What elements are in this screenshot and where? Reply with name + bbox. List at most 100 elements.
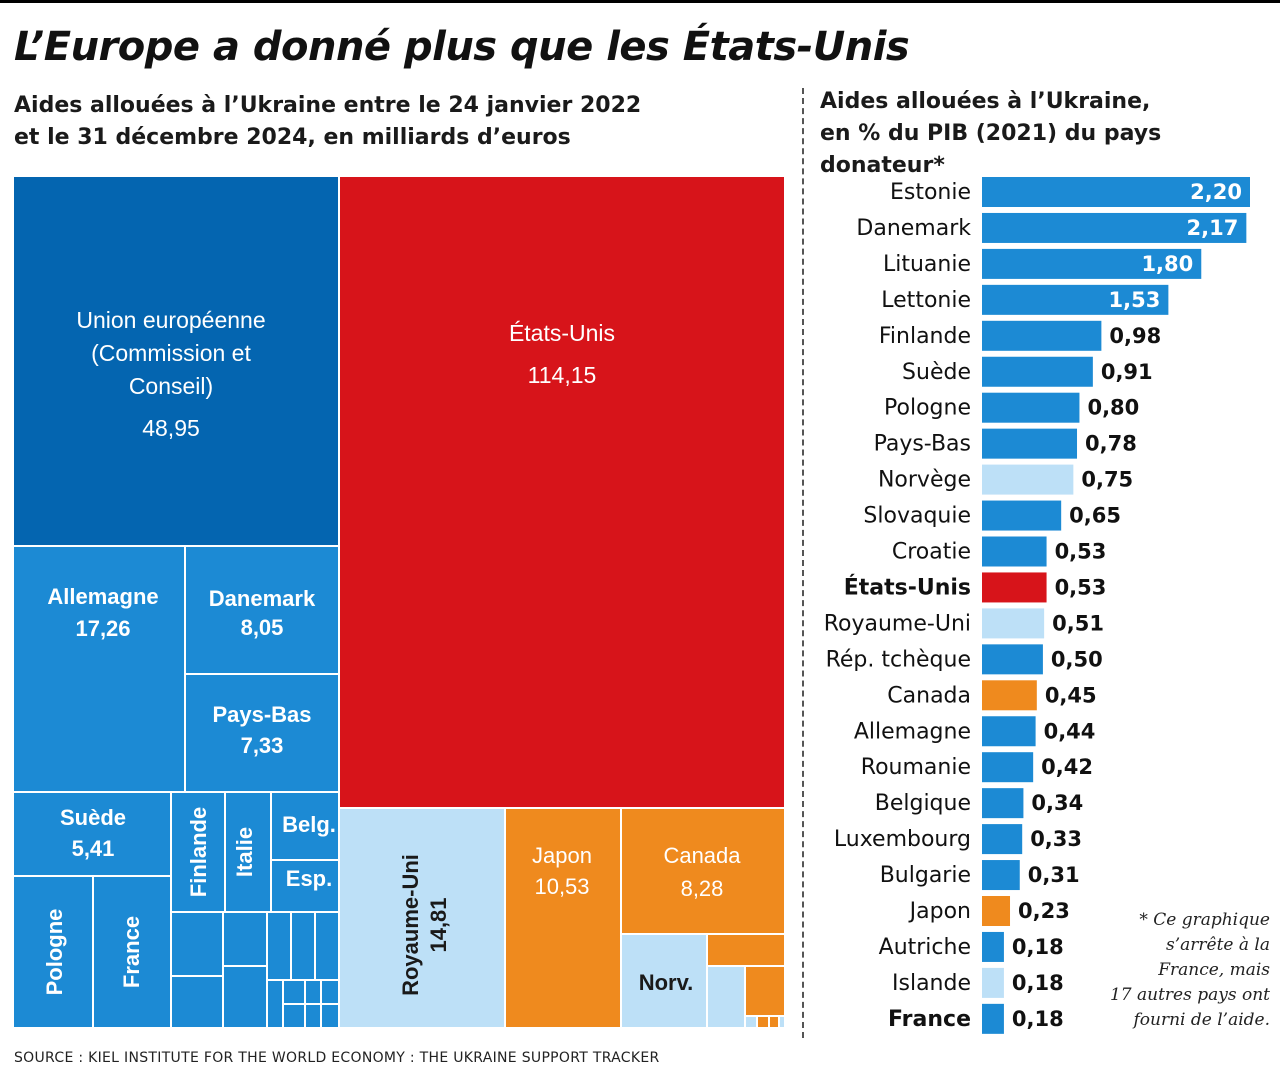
treemap-tile-other-20: [770, 1017, 778, 1027]
treemap-label-belg: Belg.: [282, 812, 336, 837]
treemap-tile-other-14: [322, 1005, 338, 1027]
treemap-value-japon: 10,53: [534, 874, 589, 899]
treemap-tile-other-13: [306, 1005, 320, 1027]
bar-category-canada: Canada: [887, 683, 971, 708]
treemap-tile-esp: [272, 861, 338, 911]
bar-value-allemagne: 0,44: [1044, 719, 1096, 743]
bar-category-roumanie: Roumanie: [861, 755, 971, 780]
treemap-tile-italie: [226, 793, 270, 911]
bar-belgique: [982, 788, 1024, 819]
bar-value-lettonie: 1,53: [1109, 288, 1161, 312]
bar-category-belgique: Belgique: [875, 791, 971, 816]
chart-title: L’Europe a donné plus que les États-Unis: [14, 24, 910, 70]
treemap-value-royaume-uni: 14,81: [426, 897, 451, 952]
bar-value-france: 0,18: [1012, 1007, 1064, 1031]
bar-suede: [982, 356, 1093, 387]
bar-value-royaume-uni: 0,51: [1052, 611, 1104, 635]
treemap-tile-other-18: [746, 1017, 756, 1027]
bar-value-norvege: 0,75: [1081, 468, 1133, 492]
treemap-tile-union-europeenne-commission-et-conseil: [14, 177, 338, 545]
bar-category-suede: Suède: [902, 360, 971, 385]
bar-royaume-uni: [982, 608, 1045, 639]
treemap-tile-other-4: [224, 967, 266, 1027]
treemap-value-danemark: 8,05: [241, 615, 284, 640]
bar-category-slovaquie: Slovaquie: [863, 504, 971, 529]
treemap-label-norv: Norv.: [639, 970, 694, 995]
bar-estonie: [982, 177, 1250, 207]
bar-category-islande: Islande: [892, 971, 971, 996]
treemap-label-france: France: [119, 916, 144, 988]
treemap-label-japon: Japon: [532, 843, 592, 868]
bar-category-norvege: Norvège: [878, 468, 971, 493]
bar-value-autriche: 0,18: [1012, 935, 1064, 959]
treemap-label-union-europeenne-commission-et-conseil-line2: (Commission et: [91, 340, 251, 366]
treemap-subtitle: Aides allouées à l’Ukraine entre le 24 j…: [14, 93, 642, 150]
bar-value-danemark: 2,17: [1187, 216, 1239, 240]
treemap-tile-other-8: [268, 981, 282, 1027]
bar-bulgarie: [982, 860, 1020, 891]
bar-value-suede: 0,91: [1101, 360, 1153, 384]
treemap-tile-belg: [272, 793, 338, 859]
bar-category-bulgarie: Bulgarie: [880, 863, 971, 888]
treemap-value-suede: 5,41: [72, 836, 115, 861]
bar-value-belgique: 0,34: [1031, 791, 1083, 815]
treemap-tile-other-2: [172, 977, 222, 1027]
treemap-label-pologne: Pologne: [42, 909, 67, 996]
treemap-label-union-europeenne-commission-et-conseil-line3: Conseil): [129, 373, 213, 399]
bar-category-allemagne: Allemagne: [854, 719, 971, 744]
treemap-tile-france: [94, 877, 170, 1027]
treemap-value-allemagne: 17,26: [75, 616, 130, 641]
treemap-chart: Union européenne (Commission et Conseil) 48…: [14, 177, 784, 1027]
bar-category-croatie: Croatie: [892, 540, 971, 565]
bar-rep-tcheque: [982, 644, 1043, 675]
treemap-tile-other-5: [268, 913, 290, 979]
bar-category-pays-bas: Pays-Bas: [874, 432, 971, 457]
bar-category-france: France: [888, 1007, 971, 1032]
treemap-tile-other-16: [708, 967, 744, 1027]
bar-value-finlande: 0,98: [1109, 324, 1161, 348]
treemap-value-pays-bas: 7,33: [241, 733, 284, 758]
bar-chart-subtitle: Aides allouées à l’Ukraine, en % du PIB …: [820, 89, 1162, 178]
treemap-tile-japon: [506, 809, 620, 1027]
treemap-tile-other-9: [284, 981, 304, 1003]
treemap-tile-other-19: [758, 1017, 768, 1027]
bar-lettonie: [982, 284, 1169, 315]
bar-value-canada: 0,45: [1045, 683, 1097, 707]
treemap-tile-other-12: [322, 981, 338, 1003]
treemap-label-etats-unis: États-Unis: [509, 320, 615, 346]
bar-value-estonie: 2,20: [1190, 180, 1242, 204]
bar-pologne: [982, 392, 1080, 423]
panel-divider: [802, 88, 804, 1038]
bar-category-estonie: Estonie: [890, 180, 971, 205]
bar-category-pologne: Pologne: [884, 396, 971, 421]
treemap-tile-norv: [622, 935, 706, 1027]
source-note: SOURCE : KIEL INSTITUTE FOR THE WORLD EC…: [14, 1050, 660, 1066]
bar-islande: [982, 967, 1004, 998]
treemap-tile-pays-bas: [186, 675, 338, 791]
treemap-tile-allemagne: [14, 547, 184, 791]
bar-croatie: [982, 536, 1047, 567]
treemap-tile-suede: [14, 793, 170, 875]
bar-category-royaume-uni: Royaume-Uni: [824, 611, 971, 636]
bar-autriche: [982, 931, 1004, 962]
bar-luxembourg: [982, 824, 1023, 855]
treemap-label-finlande: Finlande: [186, 807, 211, 897]
bar-category-rep-tcheque: Rép. tchèque: [826, 647, 971, 672]
bar-finlande: [982, 320, 1102, 351]
treemap-tile-canada: [622, 809, 784, 933]
bar-danemark: [982, 212, 1247, 243]
footnote: * Ce graphique s’arrête à la France, mai…: [1109, 910, 1270, 1030]
treemap-tile-danemark: [186, 547, 338, 673]
treemap-label-esp: Esp.: [286, 866, 332, 891]
bar-value-etats-unis: 0,53: [1055, 575, 1107, 599]
bar-value-islande: 0,18: [1012, 971, 1064, 995]
bar-category-autriche: Autriche: [879, 935, 971, 960]
bar-value-pays-bas: 0,78: [1085, 432, 1137, 456]
treemap-value-canada: 8,28: [681, 876, 724, 901]
treemap-tile-other-21: [780, 1017, 784, 1027]
bar-roumanie: [982, 752, 1034, 783]
bar-value-bulgarie: 0,31: [1028, 863, 1080, 887]
treemap-tile-other-11: [306, 981, 320, 1003]
bar-category-danemark: Danemark: [856, 216, 971, 241]
